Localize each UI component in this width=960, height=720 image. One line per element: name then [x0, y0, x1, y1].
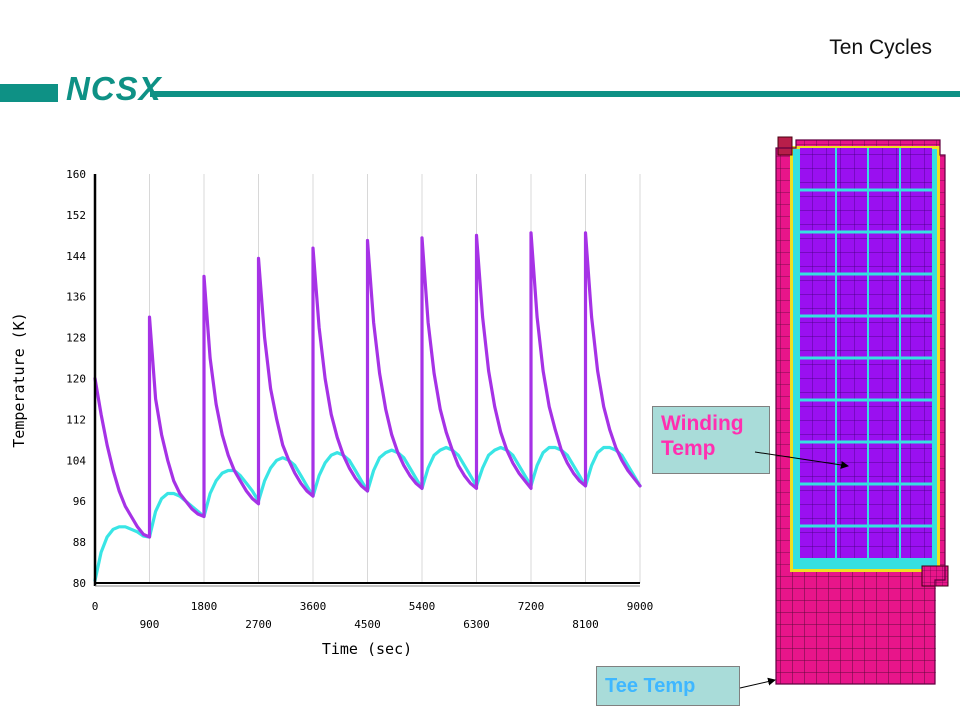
y-tick-label: 144 [66, 250, 86, 263]
x-tick-label: 5400 [409, 600, 436, 613]
x-tick-label: 3600 [300, 600, 327, 613]
y-tick-label: 160 [66, 168, 86, 181]
logo-bar [0, 84, 58, 102]
winding-callout-line2: Temp [661, 437, 716, 460]
corner-detail-top [777, 136, 793, 156]
x-tick-labels: 0 1800 3600 5400 7200 9000 900 2700 4500 6300 8100 [92, 600, 654, 631]
tee-temp-callout: Tee Temp [596, 666, 740, 706]
winding-callout-line1: Winding [661, 412, 744, 435]
x-tick-label: 0 [92, 600, 99, 613]
winding-temp-series [93, 231, 642, 539]
x-tick-label: 1800 [191, 600, 218, 613]
series-layer [93, 231, 642, 582]
coolant-lines [800, 188, 932, 528]
y-tick-label: 128 [66, 332, 86, 345]
y-axis-title: Temperature (K) [10, 312, 28, 447]
fem-mesh-model [775, 136, 949, 685]
x-tick-label: 6300 [463, 618, 490, 631]
temperature-chart: 80 88 96 104 112 120 128 136 144 152 160 0 1800 3600… [10, 168, 654, 658]
tee-callout-label: Tee Temp [605, 675, 696, 697]
x-tick-label: 8100 [572, 618, 599, 631]
header-rule [150, 91, 960, 97]
winding-temp-callout: Winding Temp [652, 406, 770, 474]
y-tick-labels: 80 88 96 104 112 120 128 136 144 152 160 [66, 168, 86, 590]
x-tick-label: 4500 [354, 618, 381, 631]
y-tick-label: 136 [66, 291, 86, 304]
x-tick-label: 7200 [518, 600, 545, 613]
slide-title: Ten Cycles [829, 36, 932, 59]
x-tick-label: 2700 [245, 618, 272, 631]
ncsx-logo: NCSX [66, 70, 162, 107]
y-tick-label: 96 [73, 495, 86, 508]
tee-lower-fine-mesh [776, 570, 936, 684]
x-tick-label: 9000 [627, 600, 654, 613]
y-tick-label: 120 [66, 373, 86, 386]
x-axis-title: Time (sec) [322, 640, 412, 658]
y-tick-label: 112 [66, 413, 86, 426]
y-tick-label: 152 [66, 209, 86, 222]
y-tick-label: 104 [66, 454, 86, 467]
y-tick-label: 80 [73, 577, 86, 590]
x-tick-label: 900 [140, 618, 160, 631]
y-tick-label: 88 [73, 536, 86, 549]
